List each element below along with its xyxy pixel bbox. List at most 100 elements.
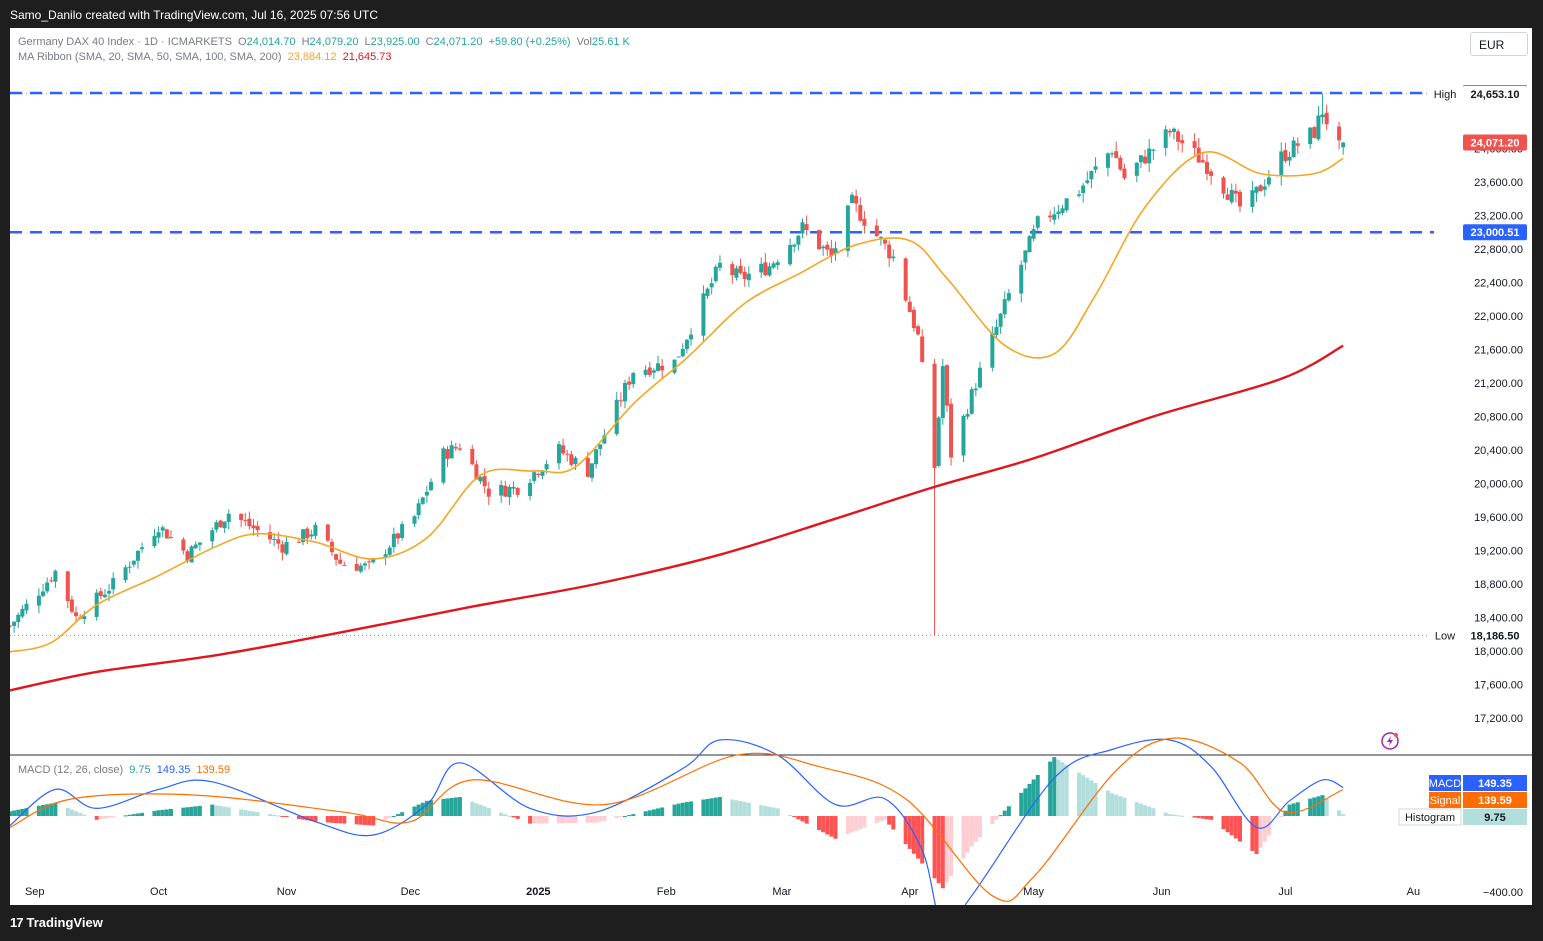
candle-body	[936, 417, 941, 466]
macd-line-value: 149.35	[156, 764, 191, 776]
macd-histogram-bar	[561, 816, 566, 824]
macd-histogram-bar	[1229, 816, 1234, 836]
candle-body	[507, 486, 512, 498]
candle-body	[585, 457, 590, 477]
macd-histogram-bar	[276, 815, 281, 817]
macd-histogram-bar	[940, 816, 945, 889]
candle-body	[280, 544, 285, 553]
macd-value-label-box	[1463, 775, 1527, 791]
macd-histogram-bar	[474, 803, 479, 816]
macd-histogram-bar	[1019, 792, 1024, 816]
macd-histogram-bar	[1171, 814, 1176, 816]
candle-body	[449, 445, 454, 459]
candle-body	[920, 336, 925, 362]
macd-histogram-bar	[342, 816, 347, 824]
currency-selector[interactable]: EUR	[1470, 32, 1528, 56]
macd-histogram-bar	[53, 802, 58, 816]
macd-histogram-bar	[804, 816, 809, 824]
price-tick-label: 23,600.00	[1474, 177, 1523, 189]
macd-histogram-bar	[1291, 803, 1296, 816]
macd-histogram-bar	[98, 816, 103, 820]
candle-body	[424, 491, 429, 496]
tradingview-logo-icon: 17	[10, 915, 24, 930]
macd-histogram-bar	[511, 816, 516, 818]
candle-body	[445, 449, 450, 459]
macd-histogram-bar	[185, 807, 190, 816]
footer-bar: 17 TradingView	[0, 905, 1543, 941]
macd-histogram-bar	[152, 810, 157, 816]
macd-histogram-bar	[660, 807, 665, 816]
candle-body	[594, 449, 599, 465]
macd-histogram-bar	[1048, 761, 1053, 816]
macd-histogram-bar	[197, 805, 202, 816]
candle-body	[850, 194, 855, 204]
candle-body	[598, 444, 603, 450]
macd-histogram-bar	[556, 816, 561, 824]
tradingview-logo[interactable]: 17 TradingView	[10, 915, 103, 930]
candle-body	[969, 389, 974, 414]
macd-histogram-bar	[788, 814, 793, 816]
macd-histogram-bar	[1002, 810, 1007, 816]
macd-histogram-bar	[222, 806, 227, 816]
candle-body	[362, 563, 367, 566]
candle-body	[1320, 114, 1325, 118]
candle-body	[734, 268, 739, 278]
macd-histogram-bar	[850, 816, 855, 833]
sma-200-line	[10, 344, 1344, 692]
macd-histogram-bar	[1031, 779, 1036, 816]
candle-body	[387, 547, 392, 555]
macd-histogram-bar	[845, 816, 850, 835]
macd-histogram-bar	[680, 802, 685, 816]
candle-body	[1196, 147, 1201, 163]
candle-body	[878, 237, 883, 239]
candle-body	[41, 591, 46, 596]
candle-body	[771, 263, 776, 268]
symbol-title[interactable]: Germany DAX 40 Index · 1D · ICMARKETS	[18, 36, 232, 48]
price-tick-label: 20,800.00	[1474, 412, 1523, 424]
macd-title[interactable]: MACD (12, 26, close)	[18, 764, 124, 776]
macd-histogram-bar	[1151, 808, 1156, 816]
candle-body	[74, 612, 79, 617]
chart-canvas[interactable]: 24,000.0023,600.0023,200.0022,800.0022,4…	[10, 28, 1532, 905]
macd-histogram-bar	[272, 814, 277, 816]
macd-histogram-bar	[949, 816, 954, 877]
candle-body	[536, 473, 541, 476]
candle-body	[284, 541, 289, 555]
candle-body	[1019, 264, 1024, 294]
ma-ribbon-title[interactable]: MA Ribbon (SMA, 20, SMA, 50, SMA, 100, S…	[18, 51, 282, 63]
candle-body	[800, 222, 805, 234]
open-value: 24,014.70	[246, 36, 296, 48]
candle-body	[181, 539, 186, 551]
macd-histogram-bar	[651, 809, 656, 816]
chart-frame[interactable]: 24,000.0023,600.0023,200.0022,800.0022,4…	[10, 28, 1532, 905]
signal-value-label: 139.59	[1478, 795, 1512, 807]
macd-histogram-bar	[486, 807, 491, 816]
candle-body	[251, 525, 256, 529]
macd-histogram-bar	[1027, 783, 1032, 816]
macd-histogram-bar	[771, 807, 776, 816]
macd-histogram-bar	[647, 810, 652, 816]
candle-body	[16, 614, 21, 623]
macd-histogram-bar	[325, 816, 330, 823]
candle-body	[511, 486, 516, 489]
macd-histogram-bar	[82, 814, 87, 816]
macd-histogram-bar	[961, 816, 966, 859]
candle-body	[395, 533, 400, 539]
attribution-text: Samo_Danilo created with TradingView.com…	[10, 8, 378, 22]
macd-histogram-bar	[362, 816, 367, 825]
candle-body	[214, 522, 219, 530]
candle-body	[916, 326, 921, 335]
candle-body	[643, 369, 648, 375]
macd-histogram-bar	[16, 809, 21, 816]
macd-histogram-bar	[1324, 798, 1329, 816]
macd-histogram-bar	[1105, 790, 1110, 816]
macd-histogram-bar	[1138, 803, 1143, 816]
macd-histogram-bar	[1279, 816, 1284, 817]
macd-value-label-tag: MACD	[1429, 778, 1461, 790]
candle-body	[965, 414, 970, 417]
macd-histogram-bar	[164, 809, 169, 816]
candle-body	[788, 244, 793, 265]
macd-histogram-bar	[247, 810, 252, 816]
candle-body	[334, 554, 339, 560]
volume-label: Vol	[576, 36, 592, 48]
